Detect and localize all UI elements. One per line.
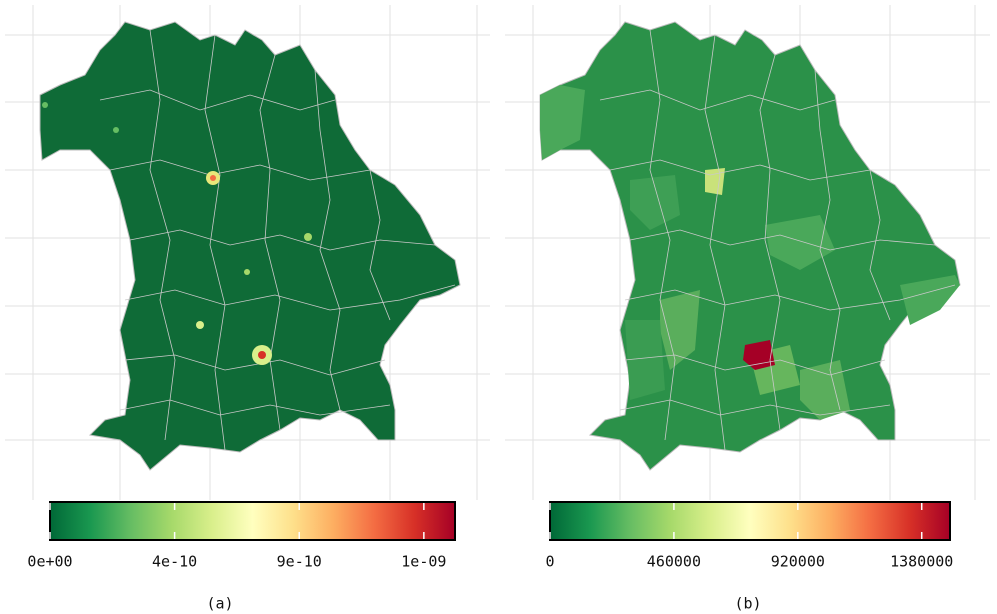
colorbar-tick-label: 9e-10 [277, 553, 322, 571]
colorbar-tick-label: 460000 [647, 553, 701, 571]
colorbar-b [549, 501, 951, 541]
colorbar-tick-label: 0e+00 [27, 553, 72, 571]
colorbar-a [49, 501, 456, 541]
map-b [539, 21, 961, 471]
caption: (b) [734, 595, 761, 613]
caption: (a) [206, 595, 233, 613]
colorbar-tick-label: 1380000 [890, 553, 953, 571]
colorbar-tick-label: 920000 [771, 553, 825, 571]
colorbar-tick-label: 0 [545, 553, 554, 571]
colorbar-tick-label: 4e-10 [152, 553, 197, 571]
map-a [39, 21, 461, 471]
colorbar-tick-label: 1e-09 [401, 553, 446, 571]
